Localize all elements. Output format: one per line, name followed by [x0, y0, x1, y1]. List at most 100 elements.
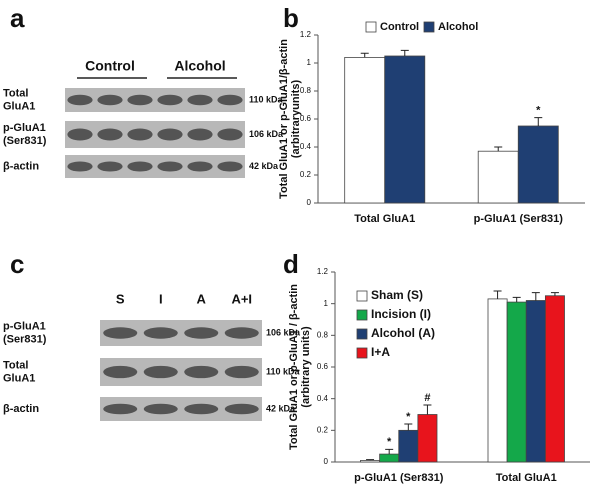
y-axis-label: (arbitraryunits) [290, 80, 302, 159]
row-label: Total [3, 359, 28, 371]
blot-band [67, 128, 93, 141]
legend-label: Incision (I) [371, 307, 431, 321]
blot-band [157, 94, 183, 106]
blot-band [224, 365, 259, 379]
error-bar [494, 146, 503, 152]
error-bar [512, 296, 521, 303]
row-label: (Ser831) [3, 135, 47, 147]
blot-band [217, 128, 243, 141]
blot-band [224, 403, 259, 415]
legend-swatch [356, 309, 368, 321]
kda-label: 42 kDa [249, 161, 279, 171]
error-bar [400, 49, 409, 56]
blot-band [67, 94, 93, 106]
row-label: p-GluA1 [3, 320, 46, 332]
bar [398, 429, 419, 463]
significance-marker: # [424, 392, 430, 404]
error-bar [360, 52, 369, 58]
error-bar [531, 292, 540, 301]
kda-label: 106 kDa [249, 129, 284, 139]
error-bar [366, 459, 375, 461]
significance-marker: * [536, 105, 541, 117]
bar [525, 300, 546, 463]
y-tick-label: 1.2 [300, 30, 312, 39]
bar [417, 414, 438, 463]
legend-label: Alcohol (A) [371, 326, 435, 340]
blot-band [184, 327, 219, 339]
legend-label: Sham (S) [371, 288, 423, 302]
y-tick-label: 1.2 [317, 267, 329, 276]
significance-marker: * [387, 436, 392, 448]
x-tick-label: p-GluA1 (Ser831) [474, 213, 564, 225]
error-bar [550, 292, 559, 296]
kda-label: 106 kDa [266, 327, 301, 337]
blot-band [103, 403, 138, 415]
row-label: β-actin [3, 403, 39, 415]
bar [379, 453, 400, 463]
lane-label: A [197, 291, 207, 306]
row-label: GluA1 [3, 100, 35, 112]
blot-band [184, 365, 219, 379]
row-label: β-actin [3, 160, 39, 172]
y-tick-label: 0.6 [317, 362, 329, 371]
x-tick-label: p-GluA1 (Ser831) [354, 472, 444, 484]
y-tick-label: 1 [307, 58, 312, 67]
bar [384, 55, 426, 204]
legend-label: Control [380, 21, 419, 33]
blot-band [127, 161, 153, 172]
blot-band [103, 365, 138, 379]
blot-band [67, 161, 93, 172]
bar [360, 460, 381, 463]
y-axis-label: Total GluA1 or p-GluA1/β-actin [278, 39, 290, 199]
panel-label: a [10, 3, 25, 33]
bar [506, 301, 527, 463]
legend-swatch [356, 347, 368, 359]
bar [487, 298, 508, 463]
blot-band [97, 161, 123, 172]
error-bar [534, 117, 543, 126]
blot-band [187, 94, 213, 106]
kda-label: 110 kDa [249, 94, 284, 104]
blot-band [157, 128, 183, 141]
bar [477, 150, 519, 204]
y-tick-label: 0.8 [317, 330, 329, 339]
row-label: Total [3, 87, 28, 99]
blot-band [97, 128, 123, 141]
legend-label: Alcohol [438, 21, 478, 33]
error-bar [423, 404, 432, 415]
row-label: (Ser831) [3, 333, 47, 345]
y-tick-label: 0.4 [300, 142, 312, 151]
blot-band [127, 128, 153, 141]
blot-strip [65, 88, 245, 112]
error-bar [404, 423, 413, 431]
bar [344, 57, 386, 204]
y-axis-label: Total GluA1 or p-GluA1 / β-actin [288, 284, 300, 450]
panel-label: d [283, 249, 299, 279]
blot-band [127, 94, 153, 106]
blot-strip [65, 121, 245, 148]
y-tick-label: 0 [307, 198, 312, 207]
blot-band [143, 365, 178, 379]
legend-swatch [356, 328, 368, 340]
y-tick-label: 0.2 [317, 425, 329, 434]
x-tick-label: Total GluA1 [496, 472, 557, 484]
group-label: Alcohol [174, 58, 225, 74]
y-tick-label: 1 [324, 299, 329, 308]
legend-swatch [365, 21, 377, 33]
blot-band [184, 403, 219, 415]
legend-label: I+A [371, 345, 390, 359]
blot-band [143, 403, 178, 415]
blot-band [224, 327, 259, 339]
y-tick-label: 0.4 [317, 394, 329, 403]
group-label: Control [85, 58, 135, 74]
x-tick-label: Total GluA1 [354, 213, 415, 225]
significance-marker: * [406, 411, 411, 423]
kda-label: 42 kDa [266, 403, 296, 413]
row-label: p-GluA1 [3, 122, 46, 134]
blot-band [143, 327, 178, 339]
legend-swatch [356, 290, 368, 302]
bar [544, 295, 565, 463]
panel-label: c [10, 249, 24, 279]
row-label: GluA1 [3, 372, 35, 384]
blot-band [217, 161, 243, 172]
